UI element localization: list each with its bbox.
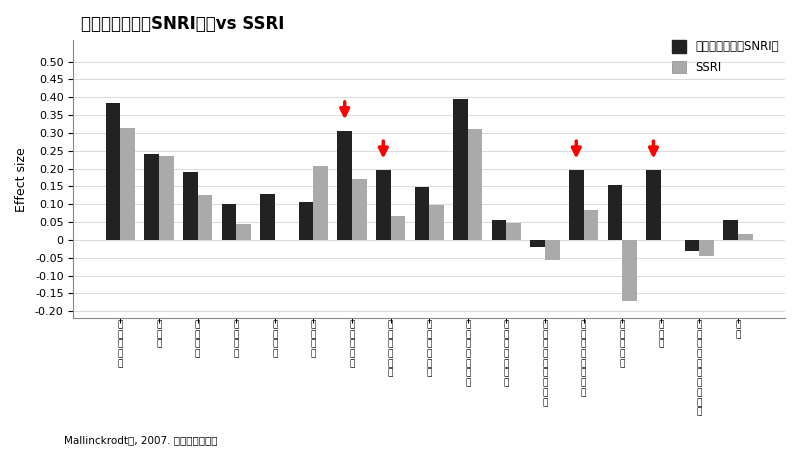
Text: Mallinckrodtら, 2007. より引用、作成: Mallinckrodtら, 2007. より引用、作成 [64, 436, 218, 446]
Bar [607, 184, 622, 240]
Bar [530, 240, 545, 247]
Text: 精
神
運
動
抑
制: 精 神 運 動 抑 制 [388, 320, 394, 378]
Bar [236, 224, 251, 240]
Bar [298, 202, 314, 240]
Bar [646, 171, 661, 240]
Text: 不
安
、
精
神
症
状: 不 安 、 精 神 症 状 [465, 320, 470, 387]
Bar [352, 179, 366, 240]
Text: 抑
う
つ
気
分: 抑 う つ 気 分 [118, 320, 123, 368]
Text: 仕
事
と
活
動: 仕 事 と 活 動 [350, 320, 354, 368]
Bar [699, 240, 714, 256]
Bar [545, 240, 560, 260]
Bar [222, 204, 236, 240]
Bar [723, 220, 738, 240]
Bar [622, 240, 637, 301]
Text: 生
殖
器
症
状: 生 殖 器 症 状 [619, 320, 625, 368]
Bar [121, 127, 135, 240]
Bar [198, 195, 212, 240]
Bar [569, 171, 583, 240]
Bar [159, 156, 174, 240]
Text: 病
識: 病 識 [735, 320, 741, 339]
Bar [453, 99, 468, 240]
Text: 不
安
、
身
体
症
状: 不 安 、 身 体 症 状 [504, 320, 509, 387]
Bar [738, 234, 753, 240]
Bar [685, 240, 699, 251]
Legend: サインバルタ（SNRI）, SSRI: サインバルタ（SNRI）, SSRI [672, 40, 779, 74]
Bar [338, 131, 352, 240]
Text: 精
神
運
動
焦
燥: 精 神 運 動 焦 燥 [426, 320, 432, 378]
Bar [430, 205, 444, 240]
Bar [314, 166, 328, 240]
Text: サインバルタ（SNRI）　vs SSRI: サインバルタ（SNRI） vs SSRI [81, 15, 284, 33]
Bar [414, 187, 430, 240]
Bar [376, 171, 390, 240]
Bar [468, 129, 482, 240]
Bar [583, 210, 598, 240]
Bar [390, 216, 406, 240]
Text: こ
の
一
週
間
の
体
重
減
少: こ の 一 週 間 の 体 重 減 少 [697, 320, 702, 417]
Bar [106, 103, 121, 240]
Text: 熟
眠
障
害: 熟 眠 障 害 [272, 320, 278, 358]
Text: 身
体
症
状
、
消
化
器
系: 身 体 症 状 、 消 化 器 系 [542, 320, 548, 407]
Bar [144, 154, 159, 240]
Text: 早
朝
覚
醒: 早 朝 覚 醒 [310, 320, 316, 358]
Y-axis label: Effect size: Effect size [15, 147, 28, 212]
Bar [506, 223, 521, 240]
Text: 一
般
的
な
身
体
症
状: 一 般 的 な 身 体 症 状 [581, 320, 586, 397]
Bar [492, 220, 506, 240]
Bar [260, 194, 275, 240]
Text: 罪
責
感: 罪 責 感 [156, 320, 162, 349]
Text: 入
眠
障
害: 入 眠 障 害 [234, 320, 239, 358]
Text: 自
殺
念
慮: 自 殺 念 慮 [195, 320, 200, 358]
Bar [183, 172, 198, 240]
Text: 心
気
症: 心 気 症 [658, 320, 663, 349]
